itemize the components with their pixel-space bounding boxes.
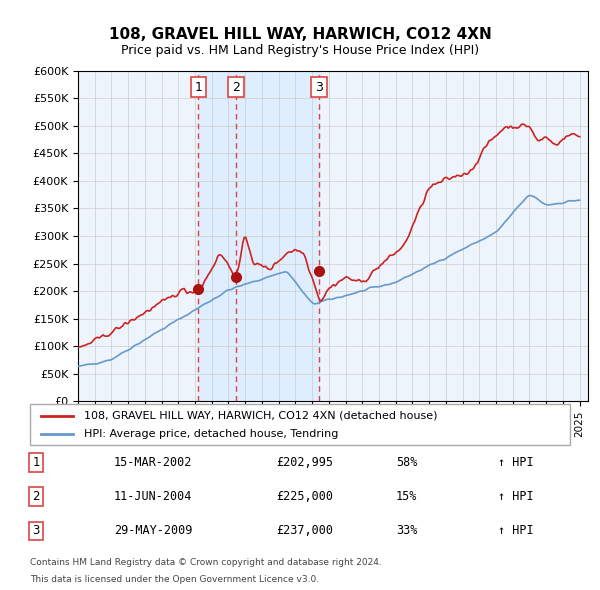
Bar	[236, 71, 319, 401]
Text: 108, GRAVEL HILL WAY, HARWICH, CO12 4XN: 108, GRAVEL HILL WAY, HARWICH, CO12 4XN	[109, 27, 491, 41]
Text: 1: 1	[194, 81, 202, 94]
Text: 58%: 58%	[396, 456, 418, 469]
FancyBboxPatch shape	[30, 404, 570, 445]
Text: 33%: 33%	[396, 525, 418, 537]
Text: 11-JUN-2004: 11-JUN-2004	[114, 490, 193, 503]
Text: ↑ HPI: ↑ HPI	[498, 456, 533, 469]
Text: Contains HM Land Registry data © Crown copyright and database right 2024.: Contains HM Land Registry data © Crown c…	[30, 558, 382, 568]
Text: £237,000: £237,000	[276, 525, 333, 537]
Text: 15%: 15%	[396, 490, 418, 503]
Text: Price paid vs. HM Land Registry's House Price Index (HPI): Price paid vs. HM Land Registry's House …	[121, 44, 479, 57]
Text: 1: 1	[32, 456, 40, 469]
Text: 3: 3	[32, 525, 40, 537]
Text: ↑ HPI: ↑ HPI	[498, 490, 533, 503]
Text: HPI: Average price, detached house, Tendring: HPI: Average price, detached house, Tend…	[84, 429, 338, 439]
Text: 29-MAY-2009: 29-MAY-2009	[114, 525, 193, 537]
Text: £225,000: £225,000	[276, 490, 333, 503]
Text: 2: 2	[232, 81, 240, 94]
Bar	[199, 71, 236, 401]
Text: 108, GRAVEL HILL WAY, HARWICH, CO12 4XN (detached house): 108, GRAVEL HILL WAY, HARWICH, CO12 4XN …	[84, 411, 437, 421]
Text: £202,995: £202,995	[276, 456, 333, 469]
Text: 2: 2	[32, 490, 40, 503]
Text: This data is licensed under the Open Government Licence v3.0.: This data is licensed under the Open Gov…	[30, 575, 319, 584]
Text: 3: 3	[315, 81, 323, 94]
Text: ↑ HPI: ↑ HPI	[498, 525, 533, 537]
Text: 15-MAR-2002: 15-MAR-2002	[114, 456, 193, 469]
